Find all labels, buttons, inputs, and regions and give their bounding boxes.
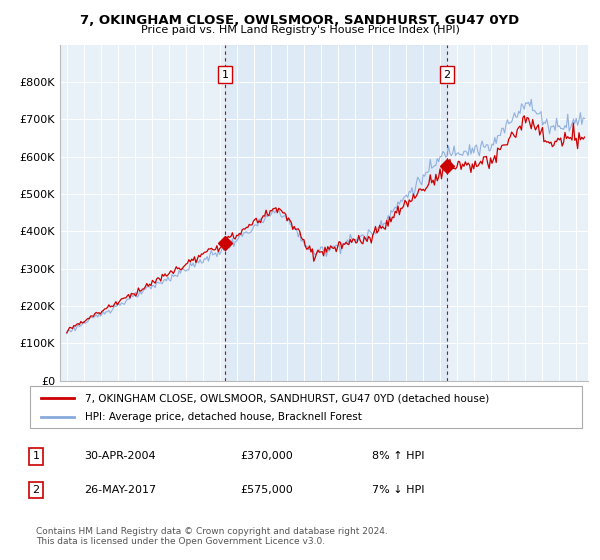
Text: 1: 1: [221, 69, 229, 80]
Text: £575,000: £575,000: [240, 485, 293, 495]
Text: £370,000: £370,000: [240, 451, 293, 461]
Bar: [225, 45, 447, 381]
Text: Contains HM Land Registry data © Crown copyright and database right 2024.
This d: Contains HM Land Registry data © Crown c…: [36, 526, 388, 546]
Text: 1: 1: [32, 451, 40, 461]
Text: 7, OKINGHAM CLOSE, OWLSMOOR, SANDHURST, GU47 0YD (detached house): 7, OKINGHAM CLOSE, OWLSMOOR, SANDHURST, …: [85, 393, 490, 403]
Text: Price paid vs. HM Land Registry's House Price Index (HPI): Price paid vs. HM Land Registry's House …: [140, 25, 460, 35]
Text: 8% ↑ HPI: 8% ↑ HPI: [372, 451, 425, 461]
Text: 26-MAY-2017: 26-MAY-2017: [84, 485, 156, 495]
Text: 30-APR-2004: 30-APR-2004: [84, 451, 155, 461]
Text: HPI: Average price, detached house, Bracknell Forest: HPI: Average price, detached house, Brac…: [85, 412, 362, 422]
Text: 2: 2: [443, 69, 451, 80]
Text: 2: 2: [32, 485, 40, 495]
Text: 7% ↓ HPI: 7% ↓ HPI: [372, 485, 425, 495]
FancyBboxPatch shape: [30, 386, 582, 428]
Text: 7, OKINGHAM CLOSE, OWLSMOOR, SANDHURST, GU47 0YD: 7, OKINGHAM CLOSE, OWLSMOOR, SANDHURST, …: [80, 14, 520, 27]
